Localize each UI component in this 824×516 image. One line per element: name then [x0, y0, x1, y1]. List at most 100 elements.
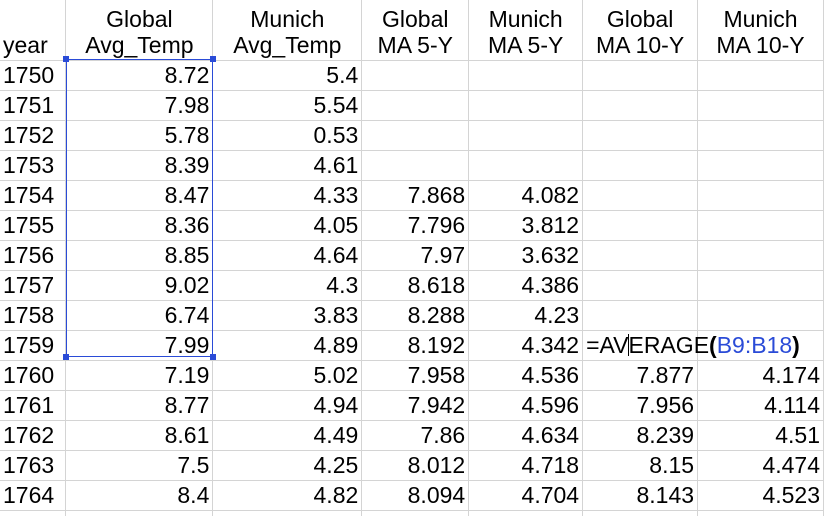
cell-munich-avg-temp[interactable]: 4.33 [212, 180, 363, 211]
cell-global-ma-5y[interactable] [361, 90, 470, 121]
cell-munich-ma-5y[interactable]: 4.23 [468, 300, 584, 331]
cell-munich-ma-5y[interactable]: 4.718 [468, 450, 584, 481]
cell-munich-ma-5y[interactable] [468, 120, 584, 151]
cell-global-ma-5y[interactable]: 7.86 [361, 420, 470, 451]
cell-year[interactable]: 1761 [0, 390, 67, 421]
cell-global-ma-10y[interactable] [582, 510, 699, 516]
cell-munich-avg-temp[interactable]: 5.54 [212, 90, 363, 121]
cell-munich-ma-5y[interactable]: 4.536 [468, 360, 584, 391]
cell-munich-ma-5y[interactable] [468, 90, 584, 121]
cell-global-ma-5y[interactable]: 8.288 [361, 300, 470, 331]
cell-munich-avg-temp[interactable]: 4.3 [212, 270, 363, 301]
selection-handle[interactable] [63, 354, 69, 360]
cell-munich-ma-10y[interactable]: 4.51 [697, 420, 824, 451]
cell-munich-avg-temp[interactable]: 4.49 [212, 420, 363, 451]
column-header-munich-ma-5y[interactable]: Munich MA 5-Y [468, 0, 584, 61]
cell-munich-ma-10y[interactable]: 4.174 [697, 360, 824, 391]
cell-global-ma-10y[interactable] [582, 180, 699, 211]
cell-munich-ma-10y[interactable] [697, 510, 824, 516]
cell-munich-ma-10y[interactable] [697, 270, 824, 301]
column-header-global-avg-temp[interactable]: Global Avg_Temp [65, 0, 214, 61]
cell-year[interactable]: 1763 [0, 450, 67, 481]
cell-munich-avg-temp[interactable]: 5.02 [212, 360, 363, 391]
cell-global-ma-10y[interactable]: 7.877 [582, 360, 699, 391]
cell-global-ma-5y[interactable] [361, 150, 470, 181]
cell-global-ma-5y[interactable]: 8.094 [361, 480, 470, 511]
cell-global-ma-5y[interactable]: 7.958 [361, 360, 470, 391]
cell-global-avg-temp[interactable]: 8.85 [65, 240, 214, 271]
cell-global-avg-temp[interactable]: 8.72 [65, 60, 214, 91]
cell-year[interactable]: 1750 [0, 60, 67, 91]
cell-year[interactable]: 1755 [0, 210, 67, 241]
cell-global-avg-temp[interactable]: 8.36 [65, 210, 214, 241]
formula-editor[interactable]: =AVERAGE(B9:B18) [586, 331, 800, 359]
cell-global-ma-10y[interactable] [582, 240, 699, 271]
cell-year[interactable]: 1760 [0, 360, 67, 391]
cell-munich-ma-5y[interactable]: 4.342 [468, 330, 584, 361]
cell-munich-ma-10y[interactable]: 4.474 [697, 450, 824, 481]
cell-munich-ma-5y[interactable]: 4.386 [468, 270, 584, 301]
cell-year[interactable]: 1757 [0, 270, 67, 301]
cell-global-ma-10y[interactable] [582, 120, 699, 151]
cell-global-ma-10y[interactable]: 8.143 [582, 480, 699, 511]
cell-munich-avg-temp[interactable]: 4.25 [212, 450, 363, 481]
cell-global-avg-temp[interactable]: 8.39 [65, 150, 214, 181]
cell-global-ma-5y[interactable]: 7.796 [361, 210, 470, 241]
cell-munich-ma-10y[interactable] [697, 150, 824, 181]
cell-year[interactable]: 1756 [0, 240, 67, 271]
cell-global-avg-temp[interactable]: 8.47 [65, 180, 214, 211]
cell-munich-avg-temp[interactable]: 4.94 [212, 390, 363, 421]
cell-munich-ma-5y[interactable]: 4.082 [468, 180, 584, 211]
cell-global-avg-temp[interactable]: 7.98 [65, 90, 214, 121]
cell-munich-avg-temp[interactable]: 4.05 [212, 210, 363, 241]
cell-global-avg-temp[interactable] [65, 510, 214, 516]
cell-munich-avg-temp[interactable]: 4.64 [212, 240, 363, 271]
cell-munich-ma-10y[interactable] [697, 300, 824, 331]
cell-global-avg-temp[interactable]: 7.19 [65, 360, 214, 391]
cell-global-ma-5y[interactable]: 8.192 [361, 330, 470, 361]
cell-global-ma-5y[interactable] [361, 120, 470, 151]
cell-munich-avg-temp[interactable]: 4.89 [212, 330, 363, 361]
cell-year[interactable]: 1752 [0, 120, 67, 151]
cell-munich-avg-temp[interactable]: 4.82 [212, 480, 363, 511]
cell-munich-ma-10y[interactable] [697, 90, 824, 121]
cell-year[interactable]: 1764 [0, 480, 67, 511]
column-header-global-ma-5y[interactable]: Global MA 5-Y [361, 0, 470, 61]
cell-year[interactable]: 1754 [0, 180, 67, 211]
cell-global-ma-5y[interactable] [361, 60, 470, 91]
cell-global-ma-5y[interactable]: 8.012 [361, 450, 470, 481]
cell-munich-avg-temp[interactable]: 5.4 [212, 60, 363, 91]
cell-munich-ma-5y[interactable]: 4.634 [468, 420, 584, 451]
active-formula-cell[interactable]: =AVERAGE(B9:B18) [582, 330, 800, 361]
cell-munich-ma-10y[interactable] [697, 180, 824, 211]
cell-global-ma-10y[interactable]: 7.956 [582, 390, 699, 421]
cell-global-ma-10y[interactable] [582, 270, 699, 301]
selection-handle[interactable] [210, 354, 216, 360]
cell-global-ma-10y[interactable] [582, 150, 699, 181]
cell-munich-ma-5y[interactable]: 3.632 [468, 240, 584, 271]
column-header-munich-ma-10y[interactable]: Munich MA 10-Y [697, 0, 824, 61]
cell-munich-ma-5y[interactable]: 4.596 [468, 390, 584, 421]
cell-global-avg-temp[interactable]: 8.4 [65, 480, 214, 511]
cell-munich-avg-temp[interactable] [212, 510, 363, 516]
cell-global-ma-5y[interactable] [361, 510, 470, 516]
cell-year[interactable] [0, 510, 67, 516]
cell-global-avg-temp[interactable]: 8.61 [65, 420, 214, 451]
cell-global-avg-temp[interactable]: 7.5 [65, 450, 214, 481]
cell-munich-ma-5y[interactable]: 3.812 [468, 210, 584, 241]
cell-munich-ma-10y[interactable] [697, 240, 824, 271]
selection-handle[interactable] [63, 56, 69, 62]
cell-global-ma-10y[interactable] [582, 90, 699, 121]
cell-global-ma-10y[interactable]: 8.239 [582, 420, 699, 451]
cell-munich-avg-temp[interactable]: 0.53 [212, 120, 363, 151]
cell-global-ma-5y[interactable]: 7.97 [361, 240, 470, 271]
cell-global-ma-10y[interactable] [582, 300, 699, 331]
cell-global-avg-temp[interactable]: 6.74 [65, 300, 214, 331]
cell-munich-avg-temp[interactable]: 3.83 [212, 300, 363, 331]
cell-munich-ma-5y[interactable] [468, 150, 584, 181]
cell-year[interactable]: 1762 [0, 420, 67, 451]
cell-munich-ma-10y[interactable]: 4.114 [697, 390, 824, 421]
cell-munich-ma-10y[interactable] [697, 120, 824, 151]
cell-global-avg-temp[interactable]: 5.78 [65, 120, 214, 151]
